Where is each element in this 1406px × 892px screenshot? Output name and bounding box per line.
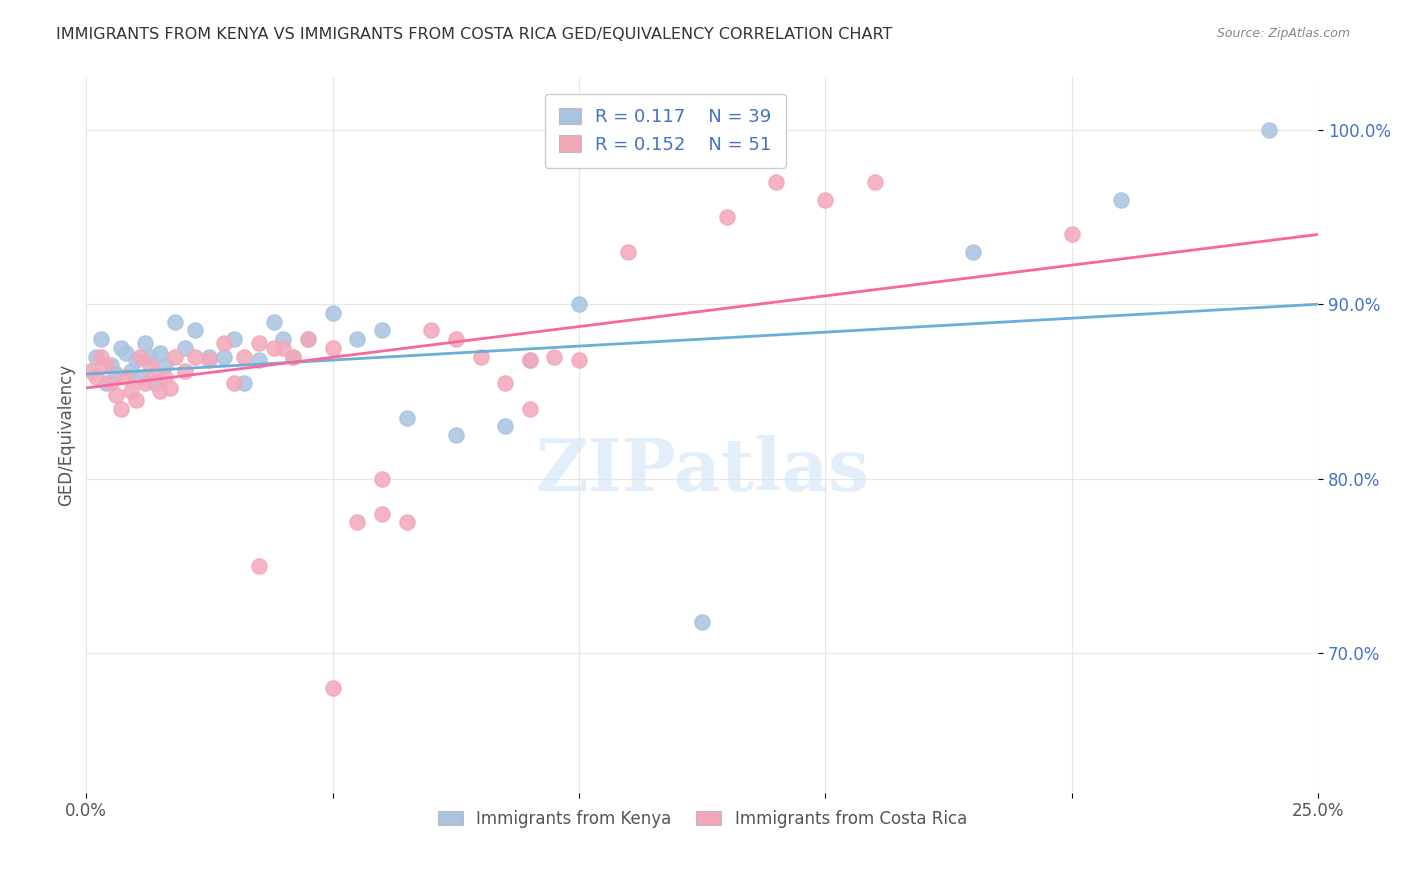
Point: [114, 370, 136, 384]
Point: [273, 332, 295, 346]
Point: [149, 384, 172, 399]
Point: [273, 341, 295, 355]
Point: [247, 353, 270, 368]
Point: [149, 346, 172, 360]
Point: [124, 353, 146, 368]
Point: [224, 376, 246, 390]
Point: [129, 350, 152, 364]
Point: [104, 367, 127, 381]
Point: [519, 353, 541, 368]
Point: [666, 149, 689, 163]
Point: [568, 353, 591, 368]
Point: [233, 350, 256, 364]
Point: [283, 350, 305, 364]
Point: [263, 315, 285, 329]
Point: [765, 175, 787, 189]
Point: [494, 419, 516, 434]
Point: [283, 350, 305, 364]
Point: [120, 384, 142, 399]
Point: [690, 615, 713, 629]
Legend: Immigrants from Kenya, Immigrants from Costa Rica: Immigrants from Kenya, Immigrants from C…: [432, 803, 973, 834]
Point: [214, 350, 236, 364]
Point: [444, 428, 467, 442]
Point: [124, 393, 146, 408]
Point: [519, 401, 541, 416]
Point: [297, 332, 319, 346]
Point: [163, 350, 186, 364]
Point: [224, 332, 246, 346]
Point: [110, 401, 132, 416]
Point: [100, 358, 122, 372]
Point: [1060, 227, 1083, 242]
Point: [214, 335, 236, 350]
Point: [814, 193, 837, 207]
Point: [420, 323, 443, 337]
Point: [139, 350, 162, 364]
Point: [153, 358, 176, 372]
Point: [183, 350, 205, 364]
Point: [143, 376, 166, 390]
Point: [134, 376, 156, 390]
Point: [322, 681, 344, 695]
Point: [94, 376, 117, 390]
Point: [519, 353, 541, 368]
Point: [1109, 193, 1132, 207]
Point: [159, 381, 181, 395]
Point: [163, 315, 186, 329]
Point: [297, 332, 319, 346]
Point: [371, 323, 394, 337]
Text: Source: ZipAtlas.com: Source: ZipAtlas.com: [1216, 27, 1350, 40]
Point: [80, 363, 103, 377]
Point: [863, 175, 886, 189]
Point: [371, 507, 394, 521]
Point: [84, 370, 107, 384]
Point: [129, 370, 152, 384]
Point: [94, 358, 117, 372]
Point: [100, 376, 122, 390]
Point: [110, 341, 132, 355]
Point: [395, 410, 418, 425]
Point: [198, 353, 221, 368]
Point: [233, 376, 256, 390]
Point: [962, 244, 984, 259]
Point: [90, 350, 112, 364]
Point: [134, 335, 156, 350]
Point: [617, 244, 640, 259]
Point: [395, 516, 418, 530]
Point: [470, 350, 492, 364]
Point: [143, 367, 166, 381]
Point: [346, 516, 368, 530]
Point: [247, 558, 270, 573]
Point: [114, 346, 136, 360]
Point: [173, 363, 195, 377]
Point: [444, 332, 467, 346]
Point: [568, 297, 591, 311]
Point: [716, 210, 738, 224]
Y-axis label: GED/Equivalency: GED/Equivalency: [58, 364, 75, 506]
Point: [322, 306, 344, 320]
Point: [346, 332, 368, 346]
Point: [84, 350, 107, 364]
Point: [247, 335, 270, 350]
Point: [263, 341, 285, 355]
Point: [173, 341, 195, 355]
Point: [120, 363, 142, 377]
Point: [1258, 122, 1281, 136]
Point: [543, 350, 565, 364]
Point: [198, 350, 221, 364]
Text: ZIPatlas: ZIPatlas: [536, 435, 869, 507]
Point: [139, 358, 162, 372]
Point: [153, 370, 176, 384]
Text: IMMIGRANTS FROM KENYA VS IMMIGRANTS FROM COSTA RICA GED/EQUIVALENCY CORRELATION : IMMIGRANTS FROM KENYA VS IMMIGRANTS FROM…: [56, 27, 893, 42]
Point: [90, 332, 112, 346]
Point: [494, 376, 516, 390]
Point: [183, 323, 205, 337]
Point: [104, 388, 127, 402]
Point: [322, 341, 344, 355]
Point: [371, 472, 394, 486]
